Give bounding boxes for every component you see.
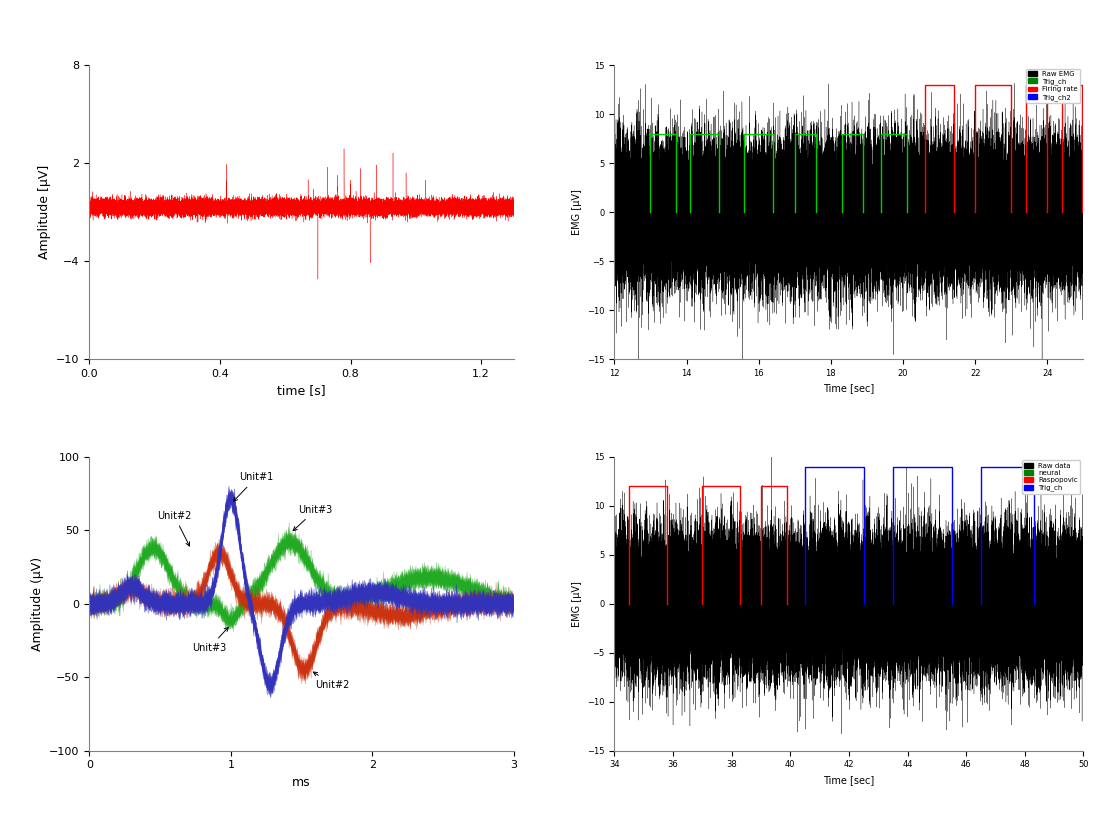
Text: Unit#3: Unit#3	[293, 505, 333, 530]
Y-axis label: EMG [μV]: EMG [μV]	[572, 581, 582, 627]
Text: Unit#2: Unit#2	[157, 511, 191, 546]
Legend: Raw data, neural, Raspopovic, Trig_ch: Raw data, neural, Raspopovic, Trig_ch	[1022, 460, 1080, 494]
X-axis label: Time [sec]: Time [sec]	[823, 775, 875, 785]
Y-axis label: Amplitude [μV]: Amplitude [μV]	[38, 165, 50, 259]
Legend: Raw EMG, Trig_ch, Firing rate, Trig_ch2: Raw EMG, Trig_ch, Firing rate, Trig_ch2	[1027, 69, 1080, 103]
Text: Unit#2: Unit#2	[314, 672, 350, 690]
X-axis label: time [s]: time [s]	[277, 384, 326, 397]
Y-axis label: Amplitude (μV): Amplitude (μV)	[30, 557, 44, 651]
Text: Unit#1: Unit#1	[233, 472, 274, 501]
X-axis label: ms: ms	[293, 776, 311, 789]
Y-axis label: EMG [μV]: EMG [μV]	[572, 189, 582, 235]
Text: Unit#3: Unit#3	[192, 628, 228, 653]
X-axis label: Time [sec]: Time [sec]	[823, 384, 875, 393]
